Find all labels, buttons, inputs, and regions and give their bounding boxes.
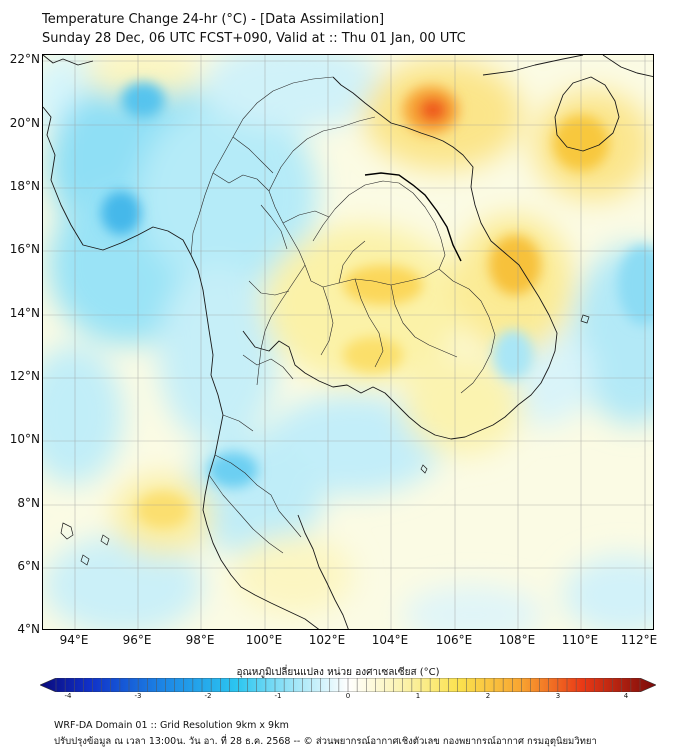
lat-label-12n: 12°N bbox=[9, 369, 40, 383]
lon-label-104e: 104°E bbox=[371, 633, 409, 647]
coastlines bbox=[43, 55, 653, 629]
lon-label-106e: 106°E bbox=[435, 633, 473, 647]
lon-label-94e: 94°E bbox=[59, 633, 89, 647]
colorbar-tick-label: -1 bbox=[274, 692, 282, 700]
colorbar-tick-label: -2 bbox=[204, 692, 212, 700]
lon-label-98e: 98°E bbox=[185, 633, 215, 647]
colorbar-tick-label: 3 bbox=[555, 692, 561, 700]
lat-label-10n: 10°N bbox=[9, 432, 40, 446]
field-shading bbox=[43, 55, 653, 629]
lat-label-18n: 18°N bbox=[9, 179, 40, 193]
temperature-change-map bbox=[42, 54, 654, 630]
map-title: Temperature Change 24-hr (°C) - [Data As… bbox=[42, 12, 385, 27]
lat-label-22n: 22°N bbox=[9, 52, 40, 66]
colorbar-tick-label: -4 bbox=[64, 692, 72, 700]
colorbar-tick-label: -3 bbox=[134, 692, 142, 700]
lon-label-112e: 112°E bbox=[620, 633, 658, 647]
colorbar-tick-label: 1 bbox=[415, 692, 421, 700]
lon-label-96e: 96°E bbox=[122, 633, 152, 647]
lat-label-16n: 16°N bbox=[9, 242, 40, 256]
admin-borders bbox=[190, 76, 496, 554]
islands bbox=[60, 314, 590, 566]
colorbar-tick-label: 2 bbox=[485, 692, 491, 700]
lat-label-14n: 14°N bbox=[9, 306, 40, 320]
colorbar bbox=[40, 678, 656, 692]
colorbar-tick-label: 4 bbox=[623, 692, 629, 700]
lon-label-102e: 102°E bbox=[308, 633, 346, 647]
footer-update-info: ปรับปรุงข้อมูล ณ เวลา 13:00น. วัน อา. ที… bbox=[54, 736, 597, 747]
lat-label-20n: 20°N bbox=[9, 116, 40, 130]
colorbar-tick-label: 0 bbox=[345, 692, 351, 700]
colorbar-title: อุณหภูมิเปลี่ยนแปลง หน่วย องศาเซลเซียส (… bbox=[236, 667, 440, 678]
footer-model-info: WRF-DA Domain 01 :: Grid Resolution 9km … bbox=[54, 720, 289, 731]
mekong-border bbox=[364, 172, 462, 262]
lon-label-110e: 110°E bbox=[561, 633, 599, 647]
field-cores bbox=[101, 82, 653, 528]
map-subtitle: Sunday 28 Dec, 06 UTC FCST+090, Valid at… bbox=[42, 31, 466, 46]
lat-label-8n: 8°N bbox=[17, 496, 40, 510]
lat-label-4n: 4°N bbox=[17, 622, 40, 636]
graticule bbox=[43, 55, 653, 629]
lon-label-100e: 100°E bbox=[245, 633, 283, 647]
lat-label-6n: 6°N bbox=[17, 559, 40, 573]
lon-label-108e: 108°E bbox=[498, 633, 536, 647]
